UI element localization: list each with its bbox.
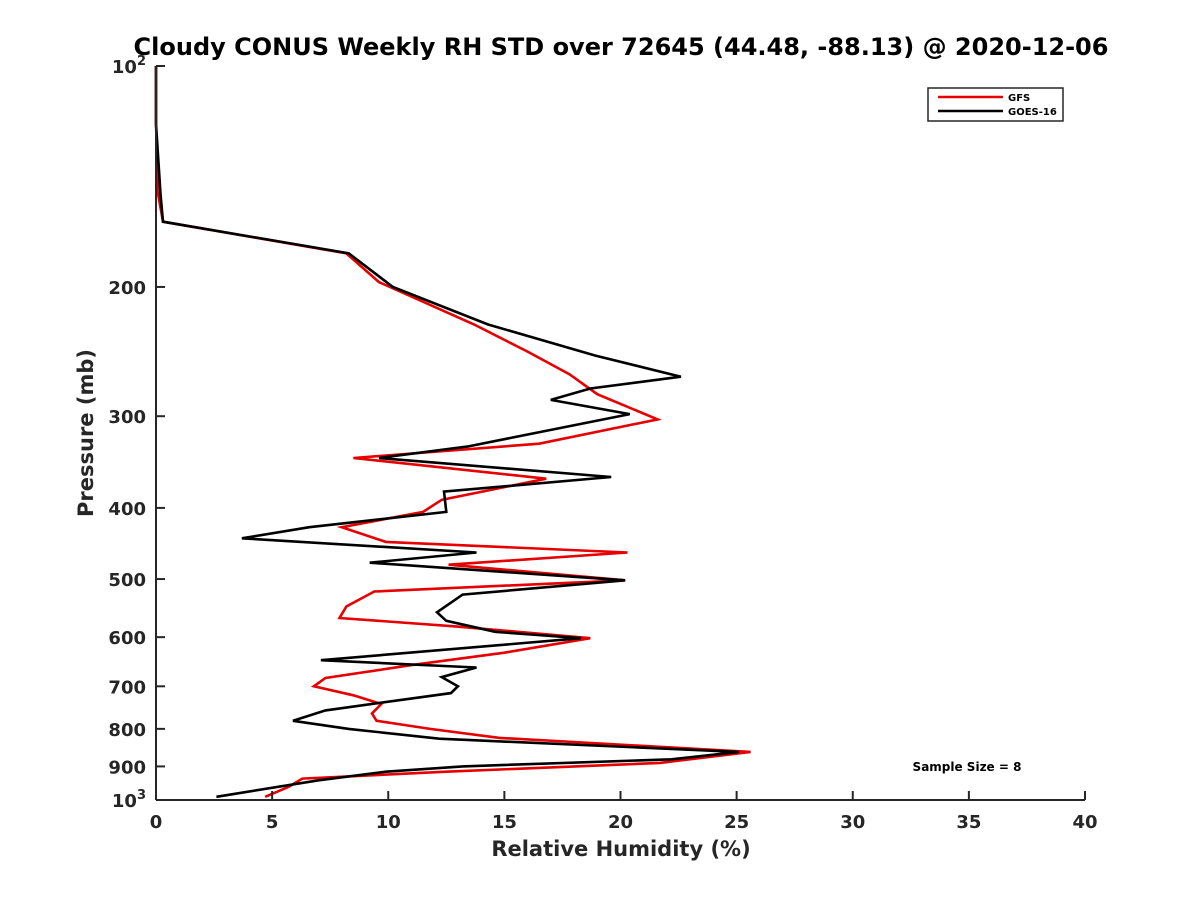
y-tick-label: 700 [108, 677, 146, 698]
legend-label: GFS [1008, 93, 1030, 104]
y-tick-label: 103 [112, 788, 146, 812]
y-tick-label: 500 [108, 570, 146, 591]
x-tick-label: 15 [492, 812, 517, 833]
x-tick-label: 30 [840, 812, 865, 833]
chart-title: Cloudy CONUS Weekly RH STD over 72645 (4… [134, 33, 1109, 61]
series-line-goes-16 [154, 66, 740, 799]
x-tick-label: 40 [1072, 812, 1097, 833]
plot-lines [154, 66, 751, 799]
y-tick-label: 300 [108, 407, 146, 428]
series-line-gfs [154, 66, 751, 798]
x-tick-label: 35 [956, 812, 981, 833]
x-axis-label: Relative Humidity (%) [491, 837, 750, 861]
y-tick-label: 600 [108, 628, 146, 649]
axes: 0 5 10 15 20 25 30 35 40 102 200 300 400 500 600 700 800… [108, 54, 1097, 833]
x-tick-label: 25 [724, 812, 749, 833]
y-tick-label: 102 [112, 54, 146, 78]
x-tick-label: 5 [266, 812, 279, 833]
legend-label: GOES-16 [1008, 107, 1057, 118]
y-axis-label: Pressure (mb) [74, 349, 98, 517]
y-tick-label: 900 [108, 757, 146, 778]
legend-box [927, 87, 1064, 122]
legend: GFS GOES-16 [927, 87, 1064, 122]
y-tick-label: 400 [108, 499, 146, 520]
y-tick-label: 800 [108, 720, 146, 741]
sample-size-annotation: Sample Size = 8 [913, 760, 1022, 774]
y-tick-label: 200 [108, 278, 146, 299]
x-tick-label: 0 [150, 812, 163, 833]
x-tick-label: 10 [376, 812, 401, 833]
x-tick-label: 20 [608, 812, 633, 833]
